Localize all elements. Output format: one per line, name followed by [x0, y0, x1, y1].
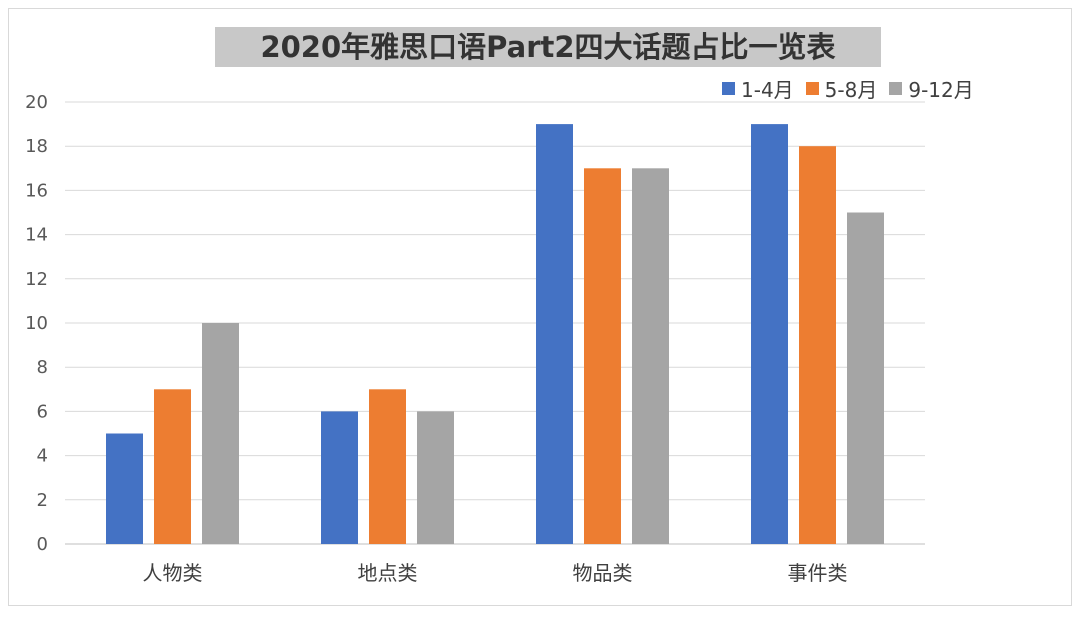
x-category-label: 人物类 [143, 561, 203, 585]
x-category-label: 地点类 [358, 561, 418, 585]
legend-label-3: 9-12月 [908, 77, 974, 102]
bar-3-4 [847, 212, 884, 544]
bar-1-2 [321, 411, 358, 544]
x-category-label: 物品类 [573, 561, 633, 585]
legend-item-2: 5-8月 [805, 74, 878, 103]
bar-1-4 [751, 124, 788, 544]
title-background [215, 27, 881, 67]
legend-swatch-2 [805, 81, 819, 95]
y-tick-label: 12 [25, 269, 48, 290]
legend-label-1: 1-4月 [741, 77, 794, 102]
y-tick-label: 20 [25, 92, 48, 113]
y-tick-label: 8 [37, 357, 48, 378]
bar-2-4 [799, 146, 836, 544]
legend-label-2: 5-8月 [824, 77, 878, 102]
x-category-label: 事件类 [788, 561, 848, 585]
bar-2-3 [584, 168, 621, 545]
y-tick-label: 2 [37, 490, 48, 511]
y-tick-label: 14 [25, 225, 48, 246]
y-tick-label: 0 [37, 534, 48, 555]
y-tick-label: 4 [37, 446, 48, 467]
bar-1-3 [536, 124, 573, 544]
chart-title: 2020年雅思口语Part2四大话题占比一览表 [260, 30, 836, 64]
y-tick-label: 10 [25, 313, 48, 334]
legend: 1-4月 5-8月 9-12月 [722, 74, 986, 103]
legend-swatch-3 [889, 81, 903, 95]
y-tick-label: 18 [25, 136, 48, 157]
bar-3-1 [202, 323, 239, 544]
legend-item-1: 1-4月 [722, 74, 794, 103]
bar-2-1 [154, 389, 191, 544]
bar-2-2 [369, 389, 406, 544]
bar-1-1 [106, 433, 143, 544]
y-tick-label: 6 [37, 401, 48, 422]
bar-3-3 [632, 168, 669, 545]
legend-swatch-1 [722, 81, 735, 95]
bar-3-2 [417, 411, 454, 544]
legend-item-3: 9-12月 [889, 74, 974, 103]
y-tick-label: 16 [25, 180, 48, 201]
